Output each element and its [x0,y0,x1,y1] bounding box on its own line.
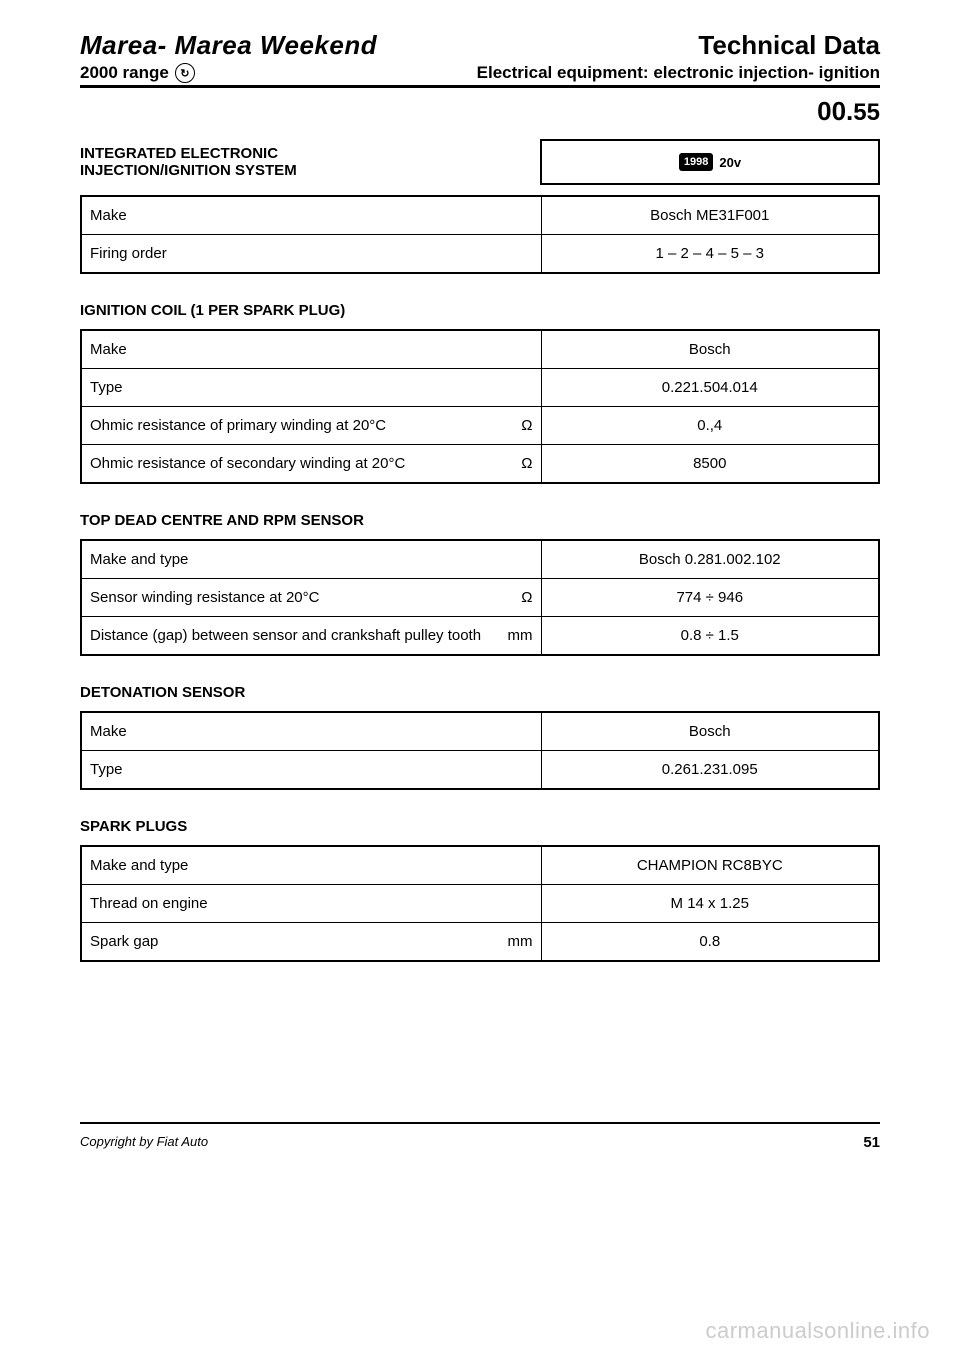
footer-rule [80,1122,880,1124]
engine-badge-box: 1998 20v [540,139,880,185]
table-row: Firing order 1 – 2 – 4 – 5 – 3 [81,235,879,274]
row-value: CHAMPION RC8BYC [541,846,879,885]
range-label: 2000 range ↻ [80,63,195,83]
row-unit: mm [508,933,533,950]
year-badge: 1998 [679,153,713,171]
row-label: Sensor winding resistance at 20°C [90,589,319,606]
table-row: Ohmic resistance of secondary winding at… [81,445,879,484]
table-row: Distance (gap) between sensor and cranks… [81,617,879,656]
row-label: Ohmic resistance of secondary winding at… [90,455,405,472]
row-label: Make and type [90,857,188,874]
header-rule [80,85,880,88]
system-heading: INTEGRATED ELECTRONIC INJECTION/IGNITION… [80,139,540,185]
tdc-table: Make and type Bosch 0.281.002.102 Sensor… [80,539,880,656]
row-value: Bosch [541,330,879,369]
table-row: Make Bosch ME31F001 [81,196,879,235]
ignition-coil-table: Make Bosch Type 0.221.504.014 Ohmic resi… [80,329,880,484]
row-value: Bosch [541,712,879,751]
row-value: Bosch ME31F001 [541,196,879,235]
row-label: Make [90,207,127,224]
row-value: Bosch 0.281.002.102 [541,540,879,579]
table-row: Make Bosch [81,330,879,369]
row-unit: Ω [521,455,532,472]
title-right: Technical Data [698,30,880,61]
row-label: Ohmic resistance of primary winding at 2… [90,417,386,434]
system-heading-line1: INTEGRATED ELECTRONIC [80,145,540,162]
row-label: Distance (gap) between sensor and cranks… [90,627,481,644]
row-value: 774 ÷ 946 [541,579,879,617]
row-label: Make [90,341,127,358]
row-label: Make and type [90,551,188,568]
subtitle: Electrical equipment: electronic injecti… [477,63,880,83]
table-row: Make and type CHAMPION RC8BYC [81,846,879,885]
row-value: 0.261.231.095 [541,751,879,790]
title-left: Marea- Marea Weekend [80,30,377,61]
table-row: Make Bosch [81,712,879,751]
row-label: Make [90,723,127,740]
engine-variant: 20v [719,155,741,170]
page-code: 00.55 [80,96,880,127]
table-row: Type 0.261.231.095 [81,751,879,790]
row-value: 1 – 2 – 4 – 5 – 3 [541,235,879,274]
detonation-heading: DETONATION SENSOR [80,684,880,701]
ignition-coil-heading: IGNITION COIL (1 PER SPARK PLUG) [80,302,880,319]
row-label: Type [90,761,123,778]
table-row: Sensor winding resistance at 20°C Ω 774 ÷… [81,579,879,617]
row-value: 0.,4 [541,407,879,445]
table-row: Thread on engine M 14 x 1.25 [81,885,879,923]
range-text: 2000 range [80,63,169,83]
page-number: 51 [863,1134,880,1151]
table-row: Make and type Bosch 0.281.002.102 [81,540,879,579]
row-label: Type [90,379,123,396]
row-value: 8500 [541,445,879,484]
watermark: carmanualsonline.info [705,1318,930,1344]
row-value: 0.8 ÷ 1.5 [541,617,879,656]
row-unit: Ω [521,417,532,434]
page-code-suffix: 55 [853,99,880,126]
row-unit: Ω [521,589,532,606]
table-row: Ohmic resistance of primary winding at 2… [81,407,879,445]
table-row: Spark gap mm 0.8 [81,923,879,962]
table-row: Type 0.221.504.014 [81,369,879,407]
recycle-icon: ↻ [175,63,195,83]
row-value: 0.221.504.014 [541,369,879,407]
row-value: 0.8 [541,923,879,962]
system-table: Make Bosch ME31F001 Firing order 1 – 2 –… [80,195,880,274]
copyright: Copyright by Fiat Auto [80,1134,208,1151]
detonation-table: Make Bosch Type 0.261.231.095 [80,711,880,790]
page-code-prefix: 00. [817,96,853,126]
row-value: M 14 x 1.25 [541,885,879,923]
system-heading-line2: INJECTION/IGNITION SYSTEM [80,162,540,179]
spark-plugs-heading: SPARK PLUGS [80,818,880,835]
row-unit: mm [508,627,533,644]
row-label: Firing order [90,245,167,262]
row-label: Spark gap [90,933,158,950]
spark-plugs-table: Make and type CHAMPION RC8BYC Thread on … [80,845,880,962]
row-label: Thread on engine [90,895,208,912]
tdc-heading: TOP DEAD CENTRE AND RPM SENSOR [80,512,880,529]
